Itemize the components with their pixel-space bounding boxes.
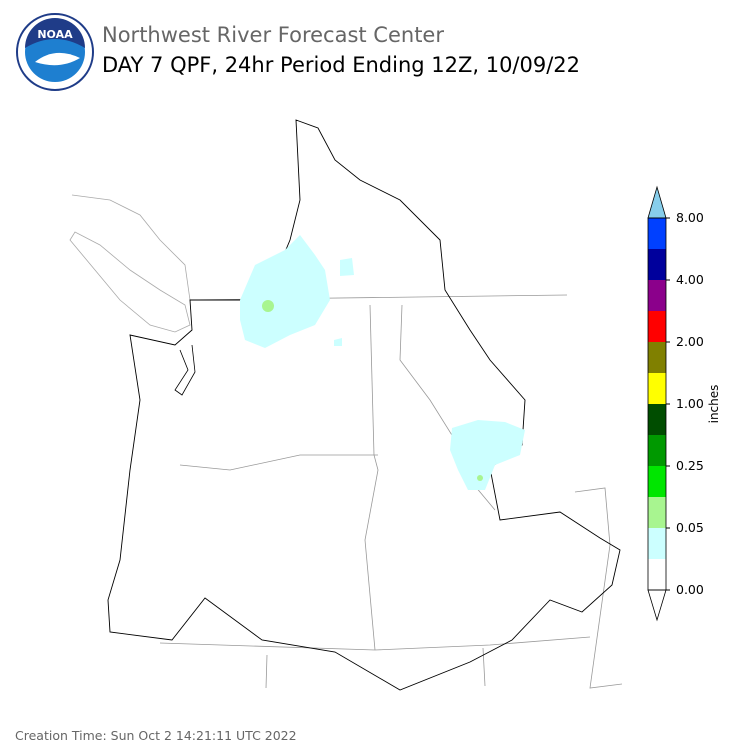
colorbar-tick-label: 0.25 [676, 458, 704, 473]
colorbar-extend-low [647, 589, 667, 622]
creation-time: Creation Time: Sun Oct 2 14:21:11 UTC 20… [15, 728, 297, 743]
colorbar-extend-high [647, 185, 667, 219]
map [69, 119, 623, 691]
puget-sound [174, 344, 196, 396]
colorbar-tick-label: 8.00 [676, 210, 704, 225]
subtitle: DAY 7 QPF, 24hr Period Ending 12Z, 10/09… [102, 53, 580, 77]
colorbar-segment [648, 559, 666, 590]
colorbar-segment [648, 280, 666, 311]
coastline-bc [69, 194, 191, 333]
precip-area [477, 475, 483, 481]
border-lines [159, 294, 623, 689]
colorbar-segment [648, 466, 666, 497]
colorbar-segment [648, 311, 666, 342]
colorbar-segment [648, 373, 666, 404]
colorbar-segment [648, 342, 666, 373]
colorbar-segment [648, 404, 666, 435]
precip-area [340, 258, 354, 276]
noaa-logo: NOAA [16, 13, 94, 91]
colorbar-segment [648, 435, 666, 466]
colorbar-segment [648, 497, 666, 528]
colorbar-segment [648, 528, 666, 559]
colorbar-tick-label: 4.00 [676, 272, 704, 287]
basin-outline [107, 119, 621, 691]
colorbar-segment [648, 249, 666, 280]
precip-area [240, 235, 330, 348]
precip-area [262, 300, 274, 312]
precip-area [450, 420, 525, 490]
title: Northwest River Forecast Center [102, 23, 444, 47]
colorbar-tick-label: 0.00 [676, 582, 704, 597]
colorbar-tick-label: 0.05 [676, 520, 704, 535]
colorbar-label: inches [707, 385, 721, 424]
logo-text: NOAA [37, 28, 73, 41]
colorbar-tick-label: 2.00 [676, 334, 704, 349]
colorbar-segment [648, 218, 666, 249]
precip-areas [240, 235, 525, 490]
colorbar: 0.00 0.05 0.25 1.00 2.00 4.00 8.00 [647, 185, 704, 622]
colorbar-tick-label: 1.00 [676, 396, 704, 411]
precip-area [334, 338, 342, 346]
